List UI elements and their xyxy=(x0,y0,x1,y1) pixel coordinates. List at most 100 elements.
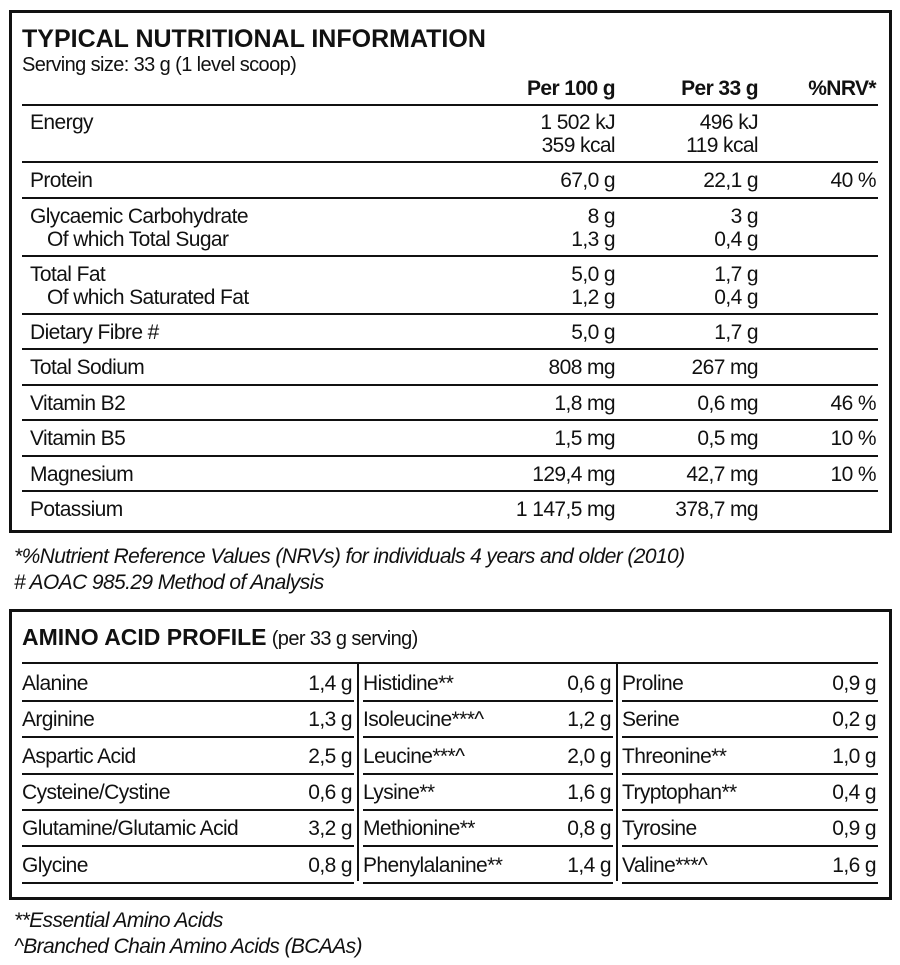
footnote: *%Nutrient Reference Values (NRVs) for i… xyxy=(14,545,685,568)
nrv: 10 % xyxy=(830,462,877,486)
amino-amount: 0,4 g xyxy=(832,780,876,804)
per-33g: 0,6 mg xyxy=(697,391,758,415)
per-100g: 129,4 mg xyxy=(532,462,615,486)
header-rule xyxy=(22,104,878,106)
row-rule xyxy=(22,312,878,315)
per-100g: 1 502 kJ xyxy=(540,111,615,134)
nrv: 10 % xyxy=(830,427,877,450)
row-rule xyxy=(363,845,613,848)
column-divider xyxy=(357,663,359,881)
row-rule xyxy=(622,845,878,848)
nutrient-name: Magnesium xyxy=(30,462,134,486)
amino-name: Methionine** xyxy=(363,817,475,841)
title: TYPICAL NUTRITIONAL INFORMATION xyxy=(22,25,486,53)
column-header: Per 33 g xyxy=(681,77,759,100)
footnote: # AOAC 985.29 Method of Analysis xyxy=(14,571,324,594)
nutrient-name: Vitamin B5 xyxy=(30,427,126,450)
amino-name: Valine***^ xyxy=(622,853,708,877)
per-100g: 1,5 mg xyxy=(554,427,615,450)
nutrient-name: Total Fat xyxy=(30,262,106,286)
column-header: Per 100 g xyxy=(527,77,616,100)
nrv: 46 % xyxy=(830,391,877,415)
amino-name: Arginine xyxy=(22,708,95,732)
amino-amount: 0,2 g xyxy=(832,708,876,732)
per-100g: 1 147,5 mg xyxy=(515,498,616,521)
row-rule xyxy=(22,736,354,739)
per-100g: 5,0 g xyxy=(571,320,615,344)
row-rule xyxy=(22,490,878,492)
per-33g: 267 mg xyxy=(691,356,759,379)
amino-name: Tyrosine xyxy=(622,817,697,841)
nutrient-name: Protein xyxy=(30,169,93,192)
amino-amount: 1,0 g xyxy=(832,744,876,768)
row-rule xyxy=(622,808,878,811)
row-rule xyxy=(22,454,878,457)
amino-name: Histidine** xyxy=(363,672,454,695)
row-rule xyxy=(622,736,878,739)
nutrient-name: Potassium xyxy=(30,498,123,521)
row-rule xyxy=(363,808,613,811)
amino-title: AMINO ACID PROFILE xyxy=(22,624,267,650)
per-33g: 378,7 mg xyxy=(675,498,758,521)
row-rule xyxy=(22,348,878,350)
amino-heading: AMINO ACID PROFILE (per 33 g serving) xyxy=(22,626,418,651)
per-100g: 67,0 g xyxy=(560,169,615,192)
row-rule xyxy=(22,383,878,386)
amino-amount: 1,3 g xyxy=(308,708,352,732)
amino-amount: 1,6 g xyxy=(832,853,876,877)
nutrient-name: Energy xyxy=(30,111,94,134)
row-rule xyxy=(363,772,613,775)
amino-name: Threonine** xyxy=(622,744,727,768)
column-header: %NRV* xyxy=(808,77,876,100)
per-100g: 1,2 g xyxy=(571,285,615,309)
per-33g: 1,7 g xyxy=(714,262,758,286)
footnote: ^Branched Chain Amino Acids (BCAAs) xyxy=(14,935,363,958)
per-100g: 8 g xyxy=(587,204,616,228)
amino-name: Phenylalanine** xyxy=(363,853,503,877)
row-rule xyxy=(622,700,878,702)
per-100g: 808 mg xyxy=(548,356,616,379)
amino-name: Tryptophan** xyxy=(622,780,737,804)
row-rule xyxy=(363,881,613,884)
per-33g: 22,1 g xyxy=(703,169,758,192)
amino-name: Serine xyxy=(622,708,680,732)
amino-name: Proline xyxy=(622,672,684,695)
nutrient-name: Vitamin B2 xyxy=(30,391,126,415)
nutrient-name: Glycaemic Carbohydrate xyxy=(30,204,249,228)
nutrient-name: Dietary Fibre # xyxy=(30,320,159,344)
row-rule xyxy=(22,808,354,811)
amino-amount: 0,6 g xyxy=(567,672,611,695)
row-rule xyxy=(22,845,354,848)
amino-amount: 0,8 g xyxy=(567,817,611,841)
amino-name: Cysteine/Cystine xyxy=(22,780,171,804)
row-rule xyxy=(22,700,354,702)
nutrition-box xyxy=(9,10,892,533)
amino-name: Alanine xyxy=(22,672,88,695)
amino-name: Aspartic Acid xyxy=(22,744,136,768)
nutrient-name: Of which Total Sugar xyxy=(47,227,229,251)
row-rule xyxy=(622,881,878,884)
amino-amount: 1,4 g xyxy=(567,853,611,877)
amino-amount: 2,5 g xyxy=(308,744,352,768)
row-rule xyxy=(22,196,878,199)
row-rule xyxy=(22,881,354,884)
per-33g: 1,7 g xyxy=(714,320,758,344)
row-rule xyxy=(622,772,878,775)
amino-amount: 0,9 g xyxy=(832,817,876,841)
footnote: **Essential Amino Acids xyxy=(14,909,223,932)
row-rule xyxy=(363,736,613,739)
per-33g: 3 g xyxy=(730,204,759,228)
per-33g: 42,7 mg xyxy=(686,462,758,486)
nrv: 40 % xyxy=(830,169,877,192)
amino-name: Isoleucine***^ xyxy=(363,708,484,732)
row-rule xyxy=(22,419,878,421)
row-rule xyxy=(22,254,878,257)
amino-amount: 0,6 g xyxy=(308,780,352,804)
amino-amount: 1,6 g xyxy=(567,780,611,804)
amino-amount: 0,9 g xyxy=(832,672,876,695)
nutrient-name: Of which Saturated Fat xyxy=(47,285,249,309)
amino-name: Lysine** xyxy=(363,780,435,804)
per-100g: 1,3 g xyxy=(571,227,615,251)
per-33g: 0,4 g xyxy=(714,227,758,251)
